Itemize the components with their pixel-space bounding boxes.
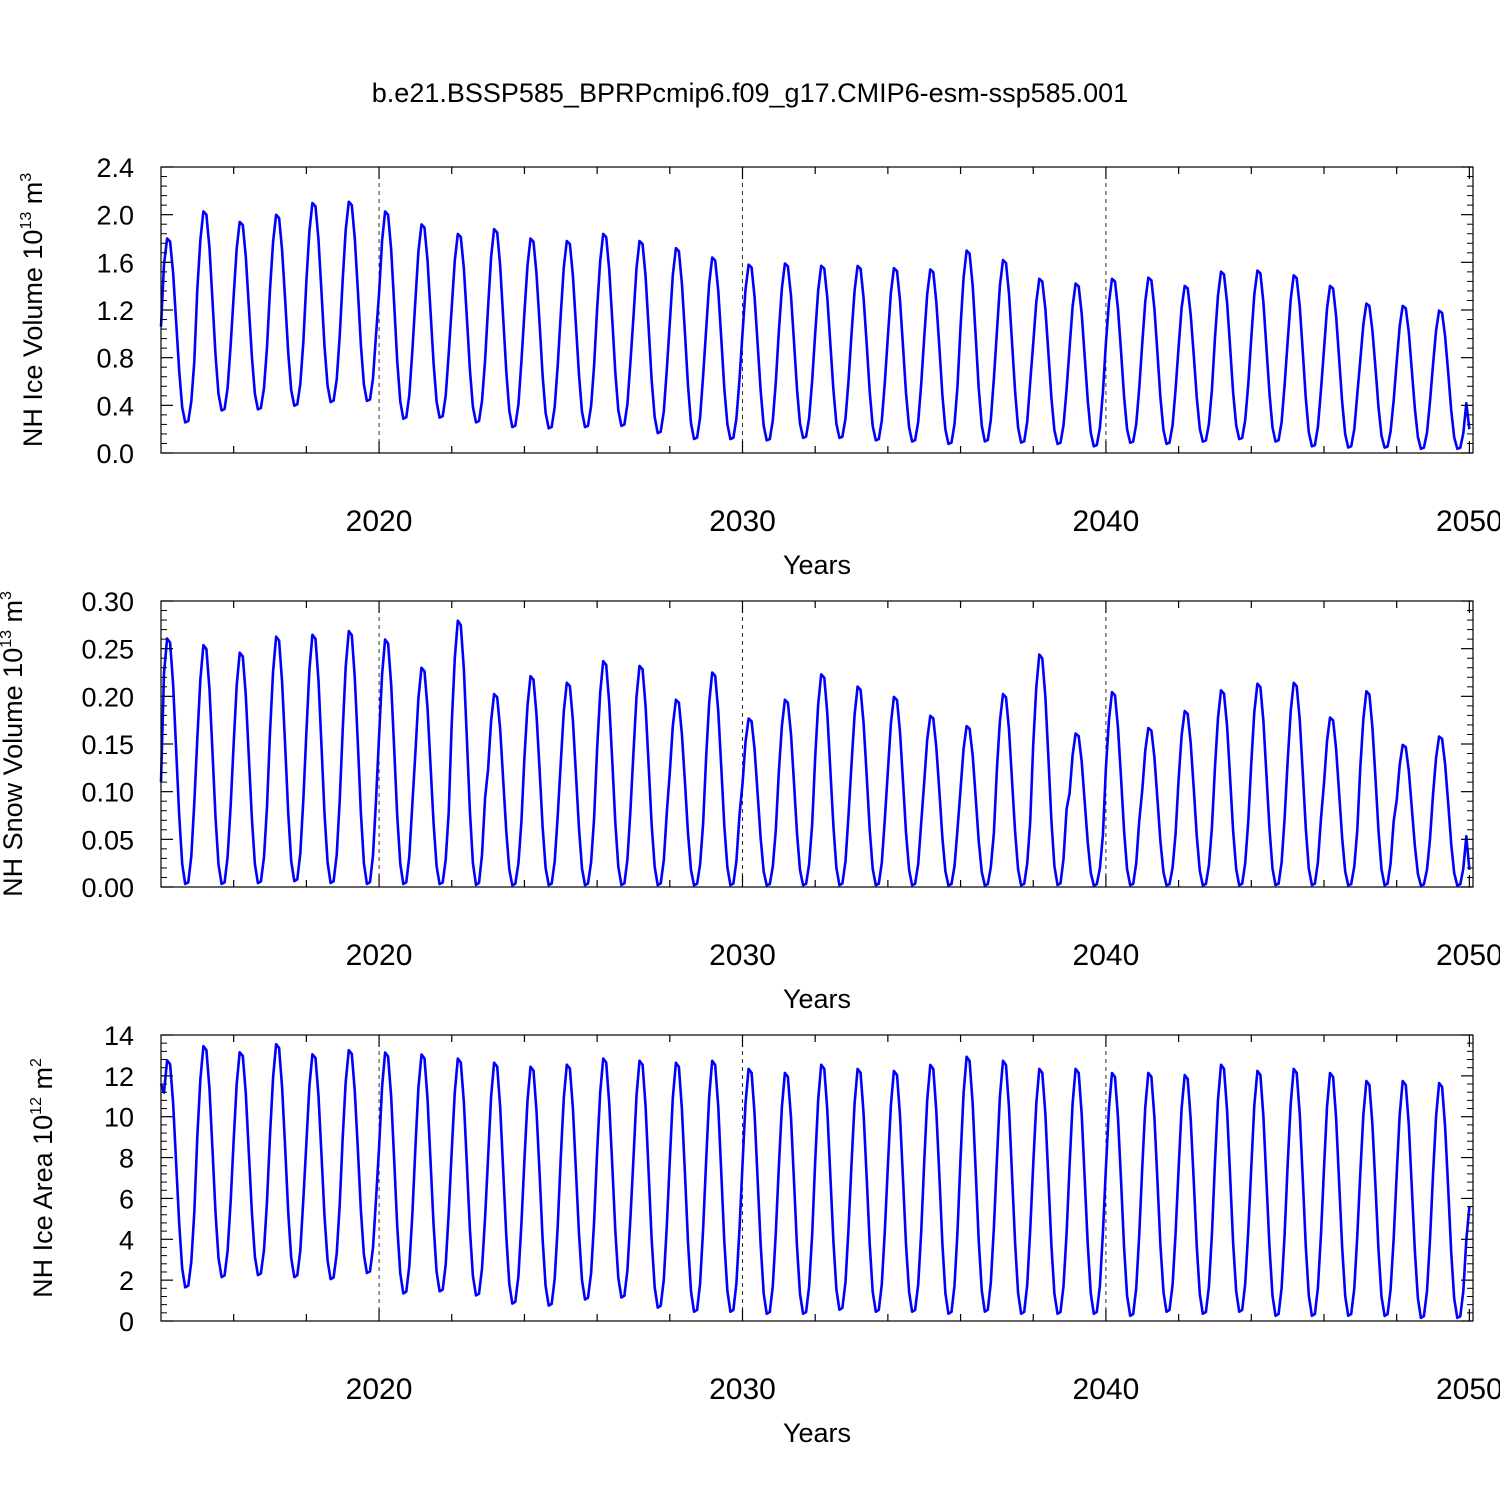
y-axis-label: NH Ice Volume 1013 m3 [18, 173, 48, 447]
y-label-exponent: 13 [0, 630, 15, 648]
y-label-unit-exponent: 3 [18, 173, 35, 182]
x-tick-label: 2020 [346, 1373, 413, 1406]
y-tick-label: 2 [119, 1266, 134, 1296]
x-tick-label: 2020 [346, 939, 413, 972]
y-label-exponent: 13 [18, 212, 35, 230]
y-label-exponent: 12 [28, 1097, 45, 1115]
nh-ice-area-panel: 0 2 4 6 8 10 12 14 2020 2030 2040 2050 Years NH Ice A… [28, 1021, 1500, 1448]
nh-snow-volume-series-line [159, 619, 1471, 887]
plot-frame [160, 1034, 1474, 1322]
y-label-unit: m [0, 600, 28, 630]
x-tick-label: 2040 [1073, 1373, 1140, 1406]
y-label-unit-exponent: 2 [28, 1058, 45, 1067]
x-tick-label: 2050 [1436, 505, 1500, 538]
y-tick-label: 2.4 [96, 153, 134, 183]
x-tick-label: 2030 [709, 1373, 776, 1406]
x-tick-label: 2030 [709, 505, 776, 538]
x-axis-label: Years [783, 550, 851, 580]
x-tick-label: 2050 [1436, 1373, 1500, 1406]
y-tick-label: 1.6 [96, 248, 134, 278]
y-tick-label: 1.2 [96, 296, 134, 326]
y-tick-label: 0.30 [81, 587, 134, 617]
nh-ice-volume-series-line [159, 200, 1471, 451]
y-label-main: NH Ice Volume 10 [18, 230, 48, 448]
x-tick-label: 2040 [1073, 939, 1140, 972]
y-tick-label: 0.00 [81, 873, 134, 903]
y-tick-label: 14 [104, 1021, 134, 1051]
y-label-unit: m [18, 182, 48, 212]
y-label-unit: m [28, 1067, 58, 1097]
x-tick-label: 2050 [1436, 939, 1500, 972]
y-tick-label: 6 [119, 1184, 134, 1214]
chart-title: b.e21.BSSP585_BPRPcmip6.f09_g17.CMIP6-es… [372, 78, 1128, 108]
y-axis-label: NH Snow Volume 1013 m3 [0, 591, 28, 897]
x-tick-label: 2020 [346, 505, 413, 538]
x-axis-label: Years [783, 1418, 851, 1448]
y-tick-label: 0.25 [81, 635, 134, 665]
y-tick-label: 0.20 [81, 682, 134, 712]
y-tick-label: 0.05 [81, 825, 134, 855]
y-tick-label: 10 [104, 1103, 134, 1133]
x-axis-label: Years [783, 984, 851, 1014]
y-tick-label: 0.10 [81, 778, 134, 808]
y-tick-label: 12 [104, 1062, 134, 1092]
y-tick-label: 4 [119, 1225, 134, 1255]
nh-ice-area-series-line [159, 1042, 1471, 1320]
y-tick-label: 0 [119, 1307, 134, 1337]
y-tick-label: 0.0 [96, 439, 134, 469]
y-tick-label: 0.15 [81, 730, 134, 760]
nh-snow-volume-panel: 0.00 0.05 0.10 0.15 0.20 0.25 0.30 2020 2030 2040… [0, 587, 1500, 1014]
y-tick-label: 0.4 [96, 391, 134, 421]
y-tick-label: 2.0 [96, 201, 134, 231]
y-label-unit-exponent: 3 [0, 591, 15, 600]
y-axis-label: NH Ice Area 1012 m2 [28, 1058, 58, 1298]
nh-ice-volume-panel: 0.0 0.4 0.8 1.2 1.6 2.0 2.4 2020 2030 2040 2050 Yea… [18, 153, 1500, 580]
y-label-main: NH Snow Volume 10 [0, 648, 28, 897]
y-tick-label: 0.8 [96, 344, 134, 374]
x-tick-label: 2030 [709, 939, 776, 972]
y-tick-label: 8 [119, 1144, 134, 1174]
y-label-main: NH Ice Area 10 [28, 1115, 58, 1298]
x-tick-label: 2040 [1073, 505, 1140, 538]
